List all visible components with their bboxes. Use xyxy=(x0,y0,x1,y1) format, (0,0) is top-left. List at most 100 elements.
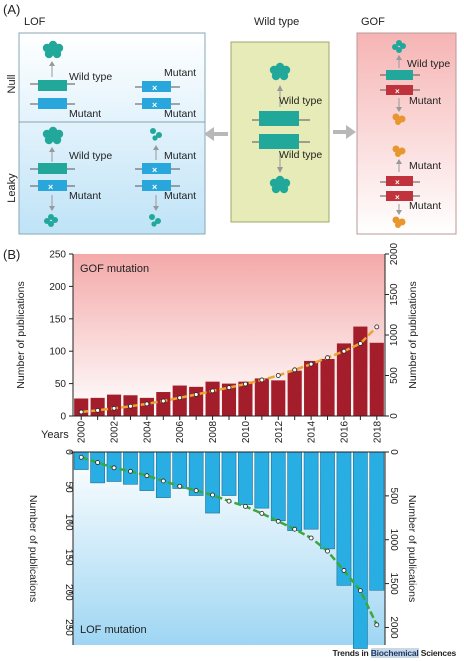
gof-trend-point xyxy=(111,405,117,411)
gof-right-tick-label: 1500 xyxy=(389,283,400,306)
gof-trend-point xyxy=(308,361,314,367)
panel-a-diagram: × × × × × × × × xyxy=(18,32,457,235)
gof-left-tick-label: 250 xyxy=(49,250,66,261)
year-tick-label: 2004 xyxy=(142,420,153,443)
label-wild-type-wt-top: Wild type xyxy=(279,95,323,107)
gof-bar xyxy=(238,381,253,416)
gof-right-axis-title: Number of publications xyxy=(407,281,419,388)
gof-trend-point xyxy=(210,388,215,394)
footer-credit: Trends in Biochemical Sciences xyxy=(333,648,456,658)
lof-bar xyxy=(353,451,368,649)
lof-left-tick-label: 250 xyxy=(63,619,74,636)
lof-trend-point xyxy=(308,535,314,541)
svg-text:×: × xyxy=(395,193,400,202)
arrow-to-gof xyxy=(333,125,356,139)
lof-trend-point xyxy=(243,503,248,509)
lof-left-tick-label: 100 xyxy=(63,514,74,531)
year-tick-label: 2010 xyxy=(241,420,252,443)
gof-left-axis-title: Number of publications xyxy=(15,281,27,388)
lof-bar xyxy=(172,451,188,489)
label-mutant-gof-top: Mutant xyxy=(409,95,442,107)
gof-right-tick-label: 1000 xyxy=(389,323,400,346)
label-wild-type-gof: Wild type xyxy=(407,58,451,70)
gof-bar xyxy=(106,394,122,416)
gof-title: GOF xyxy=(361,16,385,28)
year-tick-label: 2012 xyxy=(274,420,285,443)
gof-left-tick-label: 100 xyxy=(49,347,66,358)
lof-left-tick-label: 50 xyxy=(63,482,74,494)
gof-bar xyxy=(90,397,105,416)
gof-chart-title: GOF mutation xyxy=(80,263,150,275)
gof-trend-point xyxy=(144,401,150,407)
year-tick-label: 2006 xyxy=(175,420,186,443)
lof-left-tick-label: 200 xyxy=(63,584,74,601)
lof-right-tick-label: 500 xyxy=(388,488,399,505)
gof-trend-point xyxy=(275,373,281,378)
svg-text:×: × xyxy=(395,87,400,96)
panel-a-label: (A) xyxy=(3,2,21,17)
gof-trend-point xyxy=(95,407,101,413)
svg-text:×: × xyxy=(152,165,157,175)
lof-trend-point xyxy=(210,492,215,498)
year-tick-label: 2014 xyxy=(307,420,318,443)
svg-text:×: × xyxy=(395,178,400,187)
lof-trend-point xyxy=(111,465,117,471)
gof-trend-point xyxy=(341,348,347,354)
lof-right-tick-label: 0 xyxy=(388,449,399,455)
gof-trend-point xyxy=(374,324,380,330)
gof-trend-point xyxy=(243,381,248,387)
lof-bar xyxy=(73,451,89,470)
year-tick-label: 2008 xyxy=(208,420,219,443)
lof-title: LOF xyxy=(24,16,46,28)
svg-text:×: × xyxy=(152,83,157,93)
gof-right-tick-label: 2000 xyxy=(389,242,400,265)
lof-bar xyxy=(238,451,253,505)
lof-bar xyxy=(287,451,303,531)
lof-bar xyxy=(303,451,319,530)
gof-trend-point xyxy=(357,341,363,346)
gof-bar xyxy=(205,381,220,416)
gof-right-tick-label: 500 xyxy=(389,367,400,384)
lof-bar xyxy=(139,451,155,491)
label-mutant-gof-bottom: Mutant xyxy=(409,200,442,212)
year-tick-label: 2000 xyxy=(77,420,88,443)
label-mutant-lof-null: Mutant xyxy=(69,108,102,120)
lof-bar xyxy=(221,451,237,496)
gof-trend-point xyxy=(78,409,84,415)
years-label: Years xyxy=(41,429,69,441)
footer-highlight: Biochemical xyxy=(370,648,419,658)
lof-trend-point xyxy=(78,454,84,460)
gof-bar xyxy=(271,380,286,416)
lof-right-tick-label: 2000 xyxy=(388,616,399,639)
lof-trend-point xyxy=(357,588,363,594)
lof-trend-point xyxy=(160,478,166,484)
label-mutant-lof-leaky: Mutant xyxy=(69,190,102,202)
footer-end: Sciences xyxy=(418,648,456,658)
lof-left-tick-label: 150 xyxy=(63,549,74,566)
gof-bar xyxy=(221,383,237,416)
gof-bar xyxy=(254,378,269,416)
lof-left-axis-title: Number of publications xyxy=(27,495,39,602)
gof-bar xyxy=(353,326,368,416)
gof-bar xyxy=(287,370,302,416)
footer-text: Trends in xyxy=(332,648,371,658)
lof-bar xyxy=(205,451,220,514)
lof-right-axis-title: Number of publications xyxy=(406,495,418,602)
lof-bar xyxy=(90,451,105,484)
gof-trend-point xyxy=(226,385,232,391)
lof-right-tick-label: 1500 xyxy=(388,572,399,595)
year-tick-label: 2016 xyxy=(339,420,350,443)
label-mutant-gof-mid: Mutant xyxy=(409,160,442,172)
svg-text:×: × xyxy=(152,100,157,110)
lof-trend-point xyxy=(144,473,150,479)
lof-trend-point xyxy=(325,548,330,554)
lof-trend-point xyxy=(226,498,232,504)
gof-bar xyxy=(336,343,352,416)
svg-text:×: × xyxy=(152,182,157,192)
label-wild-type-lof-null: Wild type xyxy=(69,71,113,83)
lof-bar xyxy=(123,451,138,485)
gof-trend-point xyxy=(325,355,330,361)
gof-right-tick-label: 0 xyxy=(389,413,400,419)
gof-trend-point xyxy=(193,392,199,397)
lof-bar xyxy=(369,451,385,591)
